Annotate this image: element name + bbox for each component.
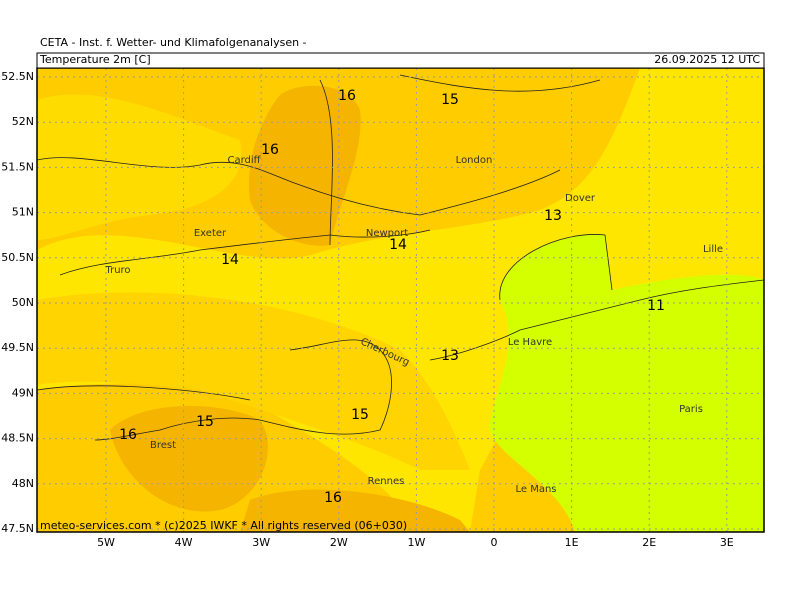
contour-label: 15: [196, 414, 214, 430]
lon-label: 2E: [642, 536, 656, 549]
lon-label: 2W: [330, 536, 348, 549]
contour-label: 15: [441, 92, 459, 108]
city-label: London: [456, 155, 493, 166]
lon-label: 1E: [565, 536, 579, 549]
city-label: Cardiff: [227, 155, 261, 166]
city-label: Truro: [104, 265, 130, 276]
map-title: Temperature 2m [C]: [39, 53, 151, 66]
contour-label: 16: [338, 88, 356, 104]
header-line: CETA - Inst. f. Wetter- und Klimafolgena…: [40, 36, 307, 49]
lat-label: 48.5N: [1, 432, 34, 445]
city-label: Lille: [703, 244, 723, 255]
temperature-field: [37, 68, 764, 532]
city-label: Le Havre: [508, 337, 552, 348]
contour-label: 11: [647, 298, 665, 314]
lat-label: 49.5N: [1, 341, 34, 354]
lat-label: 50.5N: [1, 251, 34, 264]
contour-label: 13: [441, 348, 459, 364]
lon-label: 3E: [720, 536, 734, 549]
contour-label: 14: [221, 252, 239, 268]
lat-label: 49N: [12, 386, 34, 399]
timestamp: 26.09.2025 12 UTC: [654, 53, 760, 66]
lat-label: 48N: [12, 477, 34, 490]
lat-label: 47.5N: [1, 522, 34, 535]
contour-label: 14: [389, 237, 407, 253]
footer: meteo-services.com * (c)2025 IWKF * All …: [40, 519, 407, 532]
lon-label: 4W: [175, 536, 193, 549]
lon-label: 0: [491, 536, 498, 549]
lat-label: 51N: [12, 206, 34, 219]
contour-label: 16: [119, 427, 137, 443]
lon-label: 3W: [252, 536, 270, 549]
contour-label: 13: [544, 208, 562, 224]
contour-label: 16: [261, 142, 279, 158]
lat-label: 52N: [12, 115, 34, 128]
city-label: Le Mans: [515, 484, 556, 495]
city-label: Dover: [565, 193, 596, 204]
lon-label: 5W: [97, 536, 115, 549]
lat-label: 52.5N: [1, 70, 34, 83]
lon-label: 1W: [407, 536, 425, 549]
city-label: Brest: [150, 440, 176, 451]
city-label: Paris: [679, 404, 703, 415]
title-box: [36, 52, 765, 69]
city-label: Rennes: [368, 476, 405, 487]
contour-label: 15: [351, 407, 369, 423]
lat-label: 51.5N: [1, 160, 34, 173]
contour-label: 16: [324, 490, 342, 506]
city-label: Exeter: [194, 228, 227, 239]
lat-label: 50N: [12, 296, 34, 309]
city-label: Newport: [366, 228, 408, 239]
